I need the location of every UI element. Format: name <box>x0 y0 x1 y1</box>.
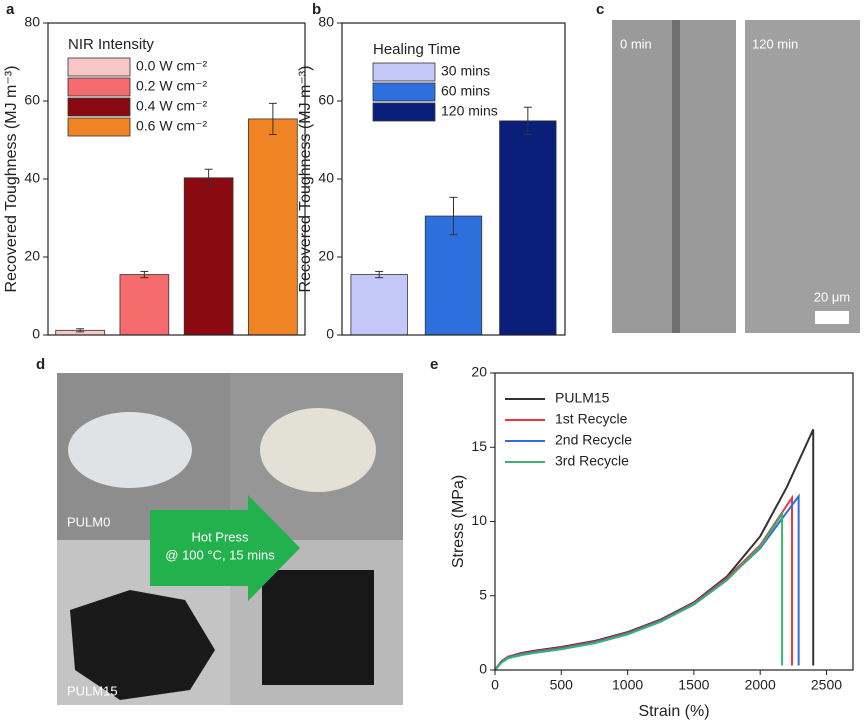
y-tick-label: 80 <box>318 14 334 30</box>
micrograph <box>745 20 860 333</box>
x-tick-label: 2500 <box>811 677 842 693</box>
legend-swatch <box>67 97 131 117</box>
legend-title: NIR Intensity <box>68 36 154 53</box>
legend-swatch <box>372 102 436 122</box>
legend-label: 0.4 W cm⁻² <box>136 98 208 114</box>
y-tick-label: 40 <box>318 170 334 186</box>
y-tick-label: 80 <box>24 14 40 30</box>
y-tick-label: 0 <box>32 326 40 342</box>
y-tick-label: 60 <box>318 92 334 108</box>
y-tick-label: 0 <box>479 661 487 677</box>
legend-swatch <box>67 117 131 137</box>
y-tick-label: 20 <box>471 364 487 380</box>
bar <box>499 120 557 336</box>
bar <box>119 274 170 336</box>
bar <box>350 274 408 336</box>
image-label: PULM15 <box>67 683 118 698</box>
flakes <box>70 590 215 700</box>
panel-label: b <box>312 1 321 18</box>
legend-label: 120 mins <box>441 103 498 119</box>
y-tick-label: 0 <box>326 326 334 342</box>
legend-label: 3rd Recycle <box>555 453 629 469</box>
legend-swatch <box>372 62 436 82</box>
series-line <box>494 429 815 671</box>
series-line <box>494 510 784 671</box>
image-label: 0 min <box>620 36 652 51</box>
x-tick-label: 1500 <box>678 677 709 693</box>
legend-label: 0.2 W cm⁻² <box>136 78 208 94</box>
legend-label: 0.6 W cm⁻² <box>136 118 208 134</box>
scale-bar <box>815 311 849 324</box>
panel-label: d <box>36 356 45 373</box>
x-tick-label: 1000 <box>612 677 643 693</box>
legend-label: 60 mins <box>441 83 490 99</box>
flakes <box>68 412 192 488</box>
legend-title: Healing Time <box>373 41 461 58</box>
legend-label: 2nd Recycle <box>555 432 632 448</box>
panel-label: c <box>596 1 604 18</box>
bar <box>248 118 298 336</box>
crack <box>672 20 680 333</box>
y-tick-label: 10 <box>471 512 487 528</box>
legend-swatch <box>67 77 131 97</box>
series-line <box>494 493 800 671</box>
y-tick-label: 60 <box>24 92 40 108</box>
x-tick-label: 0 <box>491 677 499 693</box>
x-tick-label: 2000 <box>745 677 776 693</box>
legend-label: 30 mins <box>441 63 490 79</box>
legend-label: PULM15 <box>555 390 610 406</box>
y-tick-label: 5 <box>479 586 487 602</box>
series-line <box>494 494 794 671</box>
y-axis-label: Recovered Toughness (MJ m⁻³) <box>297 66 314 293</box>
x-tick-label: 500 <box>550 677 574 693</box>
film <box>262 570 374 685</box>
bar <box>183 177 234 336</box>
y-tick-label: 40 <box>24 170 40 186</box>
y-tick-label: 20 <box>318 248 334 264</box>
y-axis-label: Recovered Toughness (MJ m⁻³) <box>3 66 20 293</box>
arrow-label: Hot Press <box>191 529 249 544</box>
x-axis-label: Strain (%) <box>638 703 709 720</box>
panel-label: a <box>6 1 15 18</box>
y-tick-label: 20 <box>24 248 40 264</box>
y-axis-label: Stress (MPa) <box>450 475 467 568</box>
flakes <box>260 408 376 492</box>
legend-swatch <box>372 82 436 102</box>
legend-label: 0.0 W cm⁻² <box>136 58 208 74</box>
legend-swatch <box>67 57 131 77</box>
arrow-label: @ 100 °C, 15 mins <box>165 547 275 562</box>
arrow <box>150 495 300 601</box>
bar <box>424 215 483 336</box>
y-tick-label: 15 <box>471 438 487 454</box>
image-label: 120 min <box>752 36 798 51</box>
panel-label: e <box>430 356 438 373</box>
image-label: PULM0 <box>67 514 110 529</box>
scale-label: 20 μm <box>814 289 850 304</box>
legend-label: 1st Recycle <box>555 411 628 427</box>
